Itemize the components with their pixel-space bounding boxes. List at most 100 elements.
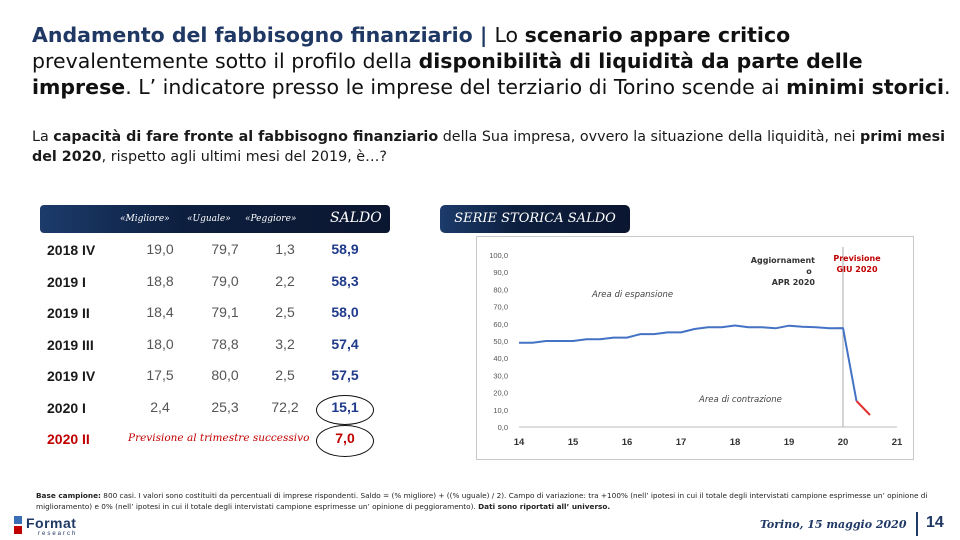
header-uguale: «Uguale»: [187, 214, 231, 224]
row-label: 2019 III: [47, 336, 94, 353]
cell-migliore: 18,0: [146, 335, 174, 352]
question-text: , rispetto agli ultimi mesi del 2019, è……: [101, 149, 387, 165]
row-label: 2019 IV: [47, 368, 96, 384]
y-tick-label: 50,0: [493, 337, 508, 346]
logo-sub: research: [38, 531, 78, 537]
annotation-update: Aggiornament: [751, 256, 815, 265]
cell-uguale: 79,0: [211, 272, 239, 289]
cell-peggiore: 3,2: [275, 335, 295, 352]
x-tick-label: 19: [784, 437, 795, 448]
cell-saldo: 57,4: [331, 335, 359, 352]
annotation-forecast: GIU 2020: [836, 265, 878, 274]
question-bold: primi mesi del 2020: [32, 129, 945, 165]
title-text: .: [944, 75, 951, 99]
title-text: Lo: [494, 23, 525, 47]
y-tick-label: 70,0: [493, 303, 508, 312]
row-label: 2019 II: [47, 305, 90, 321]
cell-uguale: 25,3: [211, 398, 239, 415]
table-row: 2019 II 18,4 79,1 2,5 58,0: [40, 298, 390, 329]
y-tick-label: 90,0: [493, 268, 508, 277]
annotation-update: o: [806, 267, 812, 276]
highlight-ellipse: [316, 395, 374, 425]
header-saldo: SALDO: [330, 210, 382, 226]
chart-panel: 0,0 10,0 20,0 30,0 40,0 50,0 60,0 70,0 80,0 90,0 1…: [476, 236, 914, 460]
cell-saldo: 58,3: [331, 272, 359, 289]
cell-peggiore: 1,3: [275, 241, 295, 257]
header-migliore: «Migliore»: [120, 214, 170, 224]
table-row: 2019 IV 17,5 80,0 2,5 57,5: [40, 361, 390, 392]
x-tick-label: 16: [622, 437, 633, 448]
y-tick-label: 100,0: [489, 251, 508, 260]
footer-divider: [916, 512, 918, 536]
cell-peggiore: 2,5: [275, 367, 295, 383]
survey-question: La capacità di fare fronte al fabbisogno…: [32, 127, 952, 167]
cell-uguale: 78,8: [211, 335, 239, 352]
y-tick-label: 10,0: [493, 406, 508, 415]
cell-migliore: 17,5: [146, 367, 174, 383]
cell-migliore: 18,8: [146, 272, 174, 289]
series-line-1: [855, 400, 871, 416]
series-line-0: [519, 324, 858, 402]
table-row: 2019 I 18,8 79,0 2,2 58,3: [40, 267, 390, 298]
footnote-label: Base campione:: [36, 491, 101, 500]
page-number: 14: [926, 514, 944, 531]
cell-uguale: 79,1: [211, 304, 239, 320]
y-tick-label: 60,0: [493, 320, 508, 329]
header-peggiore: «Peggiore»: [245, 214, 297, 224]
page-title: Andamento del fabbisogno finanziario | L…: [32, 22, 952, 100]
y-tick-label: 30,0: [493, 371, 508, 380]
footnote-bold: Dati sono riportati all’ universo.: [478, 502, 611, 511]
footnote: Base campione: 800 casi. I valori sono c…: [36, 490, 946, 512]
table-row: 2018 IV 19,0 79,7 1,3 58,9: [40, 235, 390, 266]
cell-peggiore: 2,2: [275, 272, 295, 289]
cell-peggiore: 72,2: [271, 398, 299, 415]
y-tick-label: 20,0: [493, 389, 508, 398]
cell-uguale: 80,0: [211, 367, 239, 383]
cell-migliore: 19,0: [146, 241, 174, 257]
x-tick-label: 21: [892, 437, 903, 448]
title-bold: scenario appare critico: [524, 23, 791, 47]
x-tick-label: 20: [838, 437, 849, 448]
logo-name: Format: [26, 515, 77, 531]
footnote-text: 800 casi. I valori sono costituiti da pe…: [36, 491, 928, 511]
question-text: La: [32, 129, 54, 145]
title-text: . L’ indicatore presso le imprese del te…: [125, 75, 787, 99]
title-bold: disponibilità di liquidità da parte dell…: [32, 49, 863, 99]
table-header: «Migliore» «Uguale» «Peggiore» SALDO: [40, 205, 390, 233]
annotation-expansion: Area di espansione: [591, 290, 673, 300]
annotation-update: APR 2020: [772, 278, 816, 287]
cell-saldo: 58,9: [331, 241, 359, 257]
title-bold: minimi storici: [786, 75, 945, 99]
title-separator: |: [472, 23, 495, 47]
x-tick-label: 14: [514, 437, 525, 448]
saldo-line-chart: 0,0 10,0 20,0 30,0 40,0 50,0 60,0 70,0 80,0 90,0 1…: [489, 247, 903, 448]
title-text: prevalentemente sotto il profilo della: [32, 49, 419, 73]
x-tick-label: 17: [676, 437, 687, 448]
title-topic: Andamento del fabbisogno finanziario: [32, 23, 473, 47]
chart-header: SERIE STORICA SALDO: [440, 205, 630, 233]
cell-migliore: 2,4: [150, 398, 170, 415]
y-tick-label: 40,0: [493, 354, 508, 363]
annotation-contraction: Area di contrazione: [698, 395, 782, 405]
cell-uguale: 79,7: [211, 241, 239, 257]
annotation-forecast: Previsione: [833, 254, 881, 263]
cell-saldo: 58,0: [331, 304, 359, 320]
date-label: Torino, 15 maggio 2020: [760, 518, 907, 531]
logo-mark: [14, 516, 22, 524]
x-tick-label: 18: [730, 437, 741, 448]
highlight-ellipse: [316, 425, 374, 457]
question-bold: capacità di fare fronte al fabbisogno fi…: [53, 129, 439, 145]
cell-peggiore: 2,5: [275, 304, 295, 320]
cell-saldo: 57,5: [331, 367, 359, 383]
table-row: 2019 III 18,0 78,8 3,2 57,4: [40, 330, 390, 361]
logo: Format research: [14, 500, 94, 540]
forecast-note: Previsione al trimestre successivo: [128, 432, 310, 444]
x-tick-label: 15: [568, 437, 579, 448]
y-tick-label: 0,0: [498, 423, 508, 432]
question-text: della Sua impresa, ovvero la situazione …: [438, 129, 861, 145]
cell-migliore: 18,4: [146, 304, 174, 320]
row-label: 2020 II: [47, 431, 90, 447]
row-label: 2018 IV: [47, 242, 96, 258]
row-label: 2019 I: [47, 273, 86, 290]
y-tick-label: 80,0: [493, 285, 508, 294]
